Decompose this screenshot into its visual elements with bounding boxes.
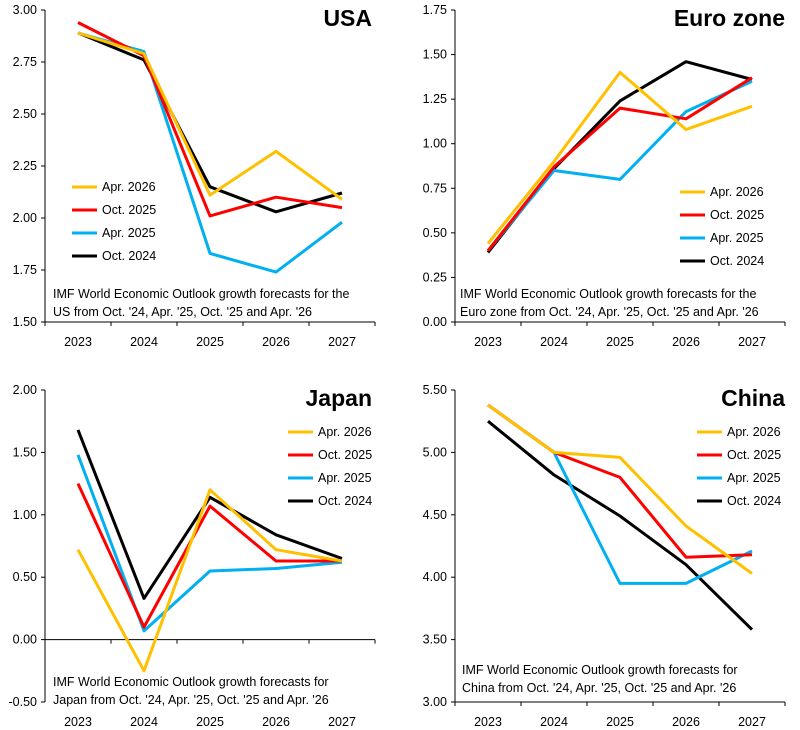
chart-note: IMF World Economic Outlook growth foreca… bbox=[53, 675, 329, 689]
legend-label: Oct. 2025 bbox=[102, 203, 156, 217]
y-tick-label: 3.50 bbox=[423, 633, 447, 647]
y-tick-label: 0.00 bbox=[13, 633, 37, 647]
legend-label: Apr. 2025 bbox=[102, 226, 156, 240]
chart-panel-1: 1.75 1.50 1.25 1.00 0.75 0.50 0.25 0.00 2023 2024… bbox=[423, 3, 786, 349]
series-line-apr-2025 bbox=[76, 454, 343, 633]
y-tick-label: 4.50 bbox=[423, 508, 447, 522]
y-tick-label: 0.50 bbox=[423, 226, 447, 240]
legend-label: Apr. 2026 bbox=[102, 180, 156, 194]
y-tick-label: 1.00 bbox=[423, 137, 447, 151]
x-tick-label: 2026 bbox=[672, 715, 700, 729]
series-line-apr-2026 bbox=[486, 70, 753, 245]
x-tick-label: 2026 bbox=[672, 335, 700, 349]
y-tick-label: 1.75 bbox=[423, 3, 447, 17]
x-tick-label: 2025 bbox=[196, 715, 224, 729]
y-tick-label: 1.75 bbox=[13, 263, 37, 277]
chart-note: IMF World Economic Outlook growth foreca… bbox=[462, 663, 738, 677]
chart-note: IMF World Economic Outlook growth foreca… bbox=[53, 287, 349, 301]
x-tick-label: 2027 bbox=[738, 335, 766, 349]
y-tick-label: 2.00 bbox=[13, 383, 37, 397]
legend-label: Oct. 2024 bbox=[710, 254, 764, 268]
legend-label: Oct. 2025 bbox=[710, 208, 764, 222]
chart-title: China bbox=[721, 385, 785, 411]
y-tick-label: 3.00 bbox=[13, 3, 37, 17]
y-tick-label: 5.00 bbox=[423, 445, 447, 459]
y-tick-label: 2.50 bbox=[13, 107, 37, 121]
x-tick-label: 2023 bbox=[474, 715, 502, 729]
x-tick-label: 2025 bbox=[196, 335, 224, 349]
series-line-apr-2026 bbox=[487, 403, 753, 575]
x-tick-label: 2027 bbox=[328, 715, 356, 729]
series-line-oct-2024 bbox=[487, 420, 754, 631]
x-tick-label: 2026 bbox=[262, 715, 290, 729]
y-tick-label: 0.50 bbox=[13, 570, 37, 584]
y-tick-label: 1.50 bbox=[13, 315, 37, 329]
y-tick-label: -0.50 bbox=[9, 695, 38, 709]
y-tick-label: 3.00 bbox=[423, 695, 447, 709]
x-tick-label: 2027 bbox=[328, 335, 356, 349]
chart-note: US from Oct. '24, Apr. '25, Oct. '25 and… bbox=[53, 305, 312, 319]
y-tick-label: 0.75 bbox=[423, 181, 447, 195]
legend-label: Apr. 2025 bbox=[318, 471, 372, 485]
x-tick-label: 2027 bbox=[738, 715, 766, 729]
legend-label: Oct. 2024 bbox=[318, 494, 372, 508]
series-line-oct-2024 bbox=[77, 31, 343, 214]
y-tick-label: 4.00 bbox=[423, 570, 447, 584]
legend-label: Apr. 2026 bbox=[727, 425, 781, 439]
y-tick-label: 5.50 bbox=[423, 383, 447, 397]
legend-label: Oct. 2025 bbox=[727, 448, 781, 462]
legend-label: Apr. 2026 bbox=[318, 425, 372, 439]
y-tick-label: 2.25 bbox=[13, 159, 37, 173]
chart-title: Japan bbox=[306, 385, 372, 411]
chart-title: Euro zone bbox=[674, 5, 785, 31]
y-tick-label: 1.25 bbox=[423, 92, 447, 106]
series-line-oct-2025 bbox=[487, 403, 753, 559]
chart-note: Euro zone from Oct. '24, Apr. '25, Oct. … bbox=[460, 305, 759, 319]
legend-label: Apr. 2025 bbox=[710, 231, 764, 245]
x-tick-label: 2023 bbox=[64, 335, 92, 349]
legend-label: Apr. 2026 bbox=[710, 185, 764, 199]
chart-panel-3: 5.50 5.00 4.50 4.00 3.50 3.00 2023 2024 2025 2026… bbox=[423, 383, 786, 729]
x-tick-label: 2024 bbox=[130, 335, 158, 349]
series-line-oct-2025 bbox=[486, 76, 753, 252]
chart-note: China from Oct. '24, Apr. '25, Oct. '25 … bbox=[462, 681, 736, 695]
y-tick-label: 2.75 bbox=[13, 55, 37, 69]
y-tick-label: 1.50 bbox=[423, 48, 447, 62]
legend-label: Oct. 2024 bbox=[102, 249, 156, 263]
legend-label: Oct. 2024 bbox=[727, 494, 781, 508]
y-tick-label: 0.00 bbox=[423, 315, 447, 329]
chart-title: USA bbox=[323, 5, 372, 31]
y-tick-label: 1.50 bbox=[13, 445, 37, 459]
x-tick-label: 2023 bbox=[474, 335, 502, 349]
chart-panel-2: 2.00 1.50 1.00 0.50 0.00 -0.50 2023 2024 2025 202… bbox=[9, 383, 376, 729]
x-tick-label: 2025 bbox=[606, 715, 634, 729]
chart-panel-0: 3.00 2.75 2.50 2.25 2.00 1.75 1.50 2023 2024 2025… bbox=[13, 3, 376, 349]
y-tick-label: 0.25 bbox=[423, 270, 447, 284]
series-line-oct-2025 bbox=[77, 21, 343, 218]
x-tick-label: 2025 bbox=[606, 335, 634, 349]
chart-note: Japan from Oct. '24, Apr. '25, Oct. '25 … bbox=[53, 693, 329, 707]
x-tick-label: 2024 bbox=[130, 715, 158, 729]
series-line-oct-2024 bbox=[486, 60, 753, 254]
series-line-oct-2025 bbox=[76, 482, 342, 629]
legend-label: Apr. 2025 bbox=[727, 471, 781, 485]
x-tick-label: 2026 bbox=[262, 335, 290, 349]
x-tick-label: 2024 bbox=[540, 335, 568, 349]
x-tick-label: 2023 bbox=[64, 715, 92, 729]
series-line-oct-2024 bbox=[76, 429, 343, 600]
series-line-apr-2026 bbox=[77, 31, 343, 201]
y-tick-label: 2.00 bbox=[13, 211, 37, 225]
legend-label: Oct. 2025 bbox=[318, 448, 372, 462]
chart-note: IMF World Economic Outlook growth foreca… bbox=[460, 287, 756, 301]
series-line-apr-2026 bbox=[76, 488, 343, 673]
x-tick-label: 2024 bbox=[540, 715, 568, 729]
y-tick-label: 1.00 bbox=[13, 508, 37, 522]
